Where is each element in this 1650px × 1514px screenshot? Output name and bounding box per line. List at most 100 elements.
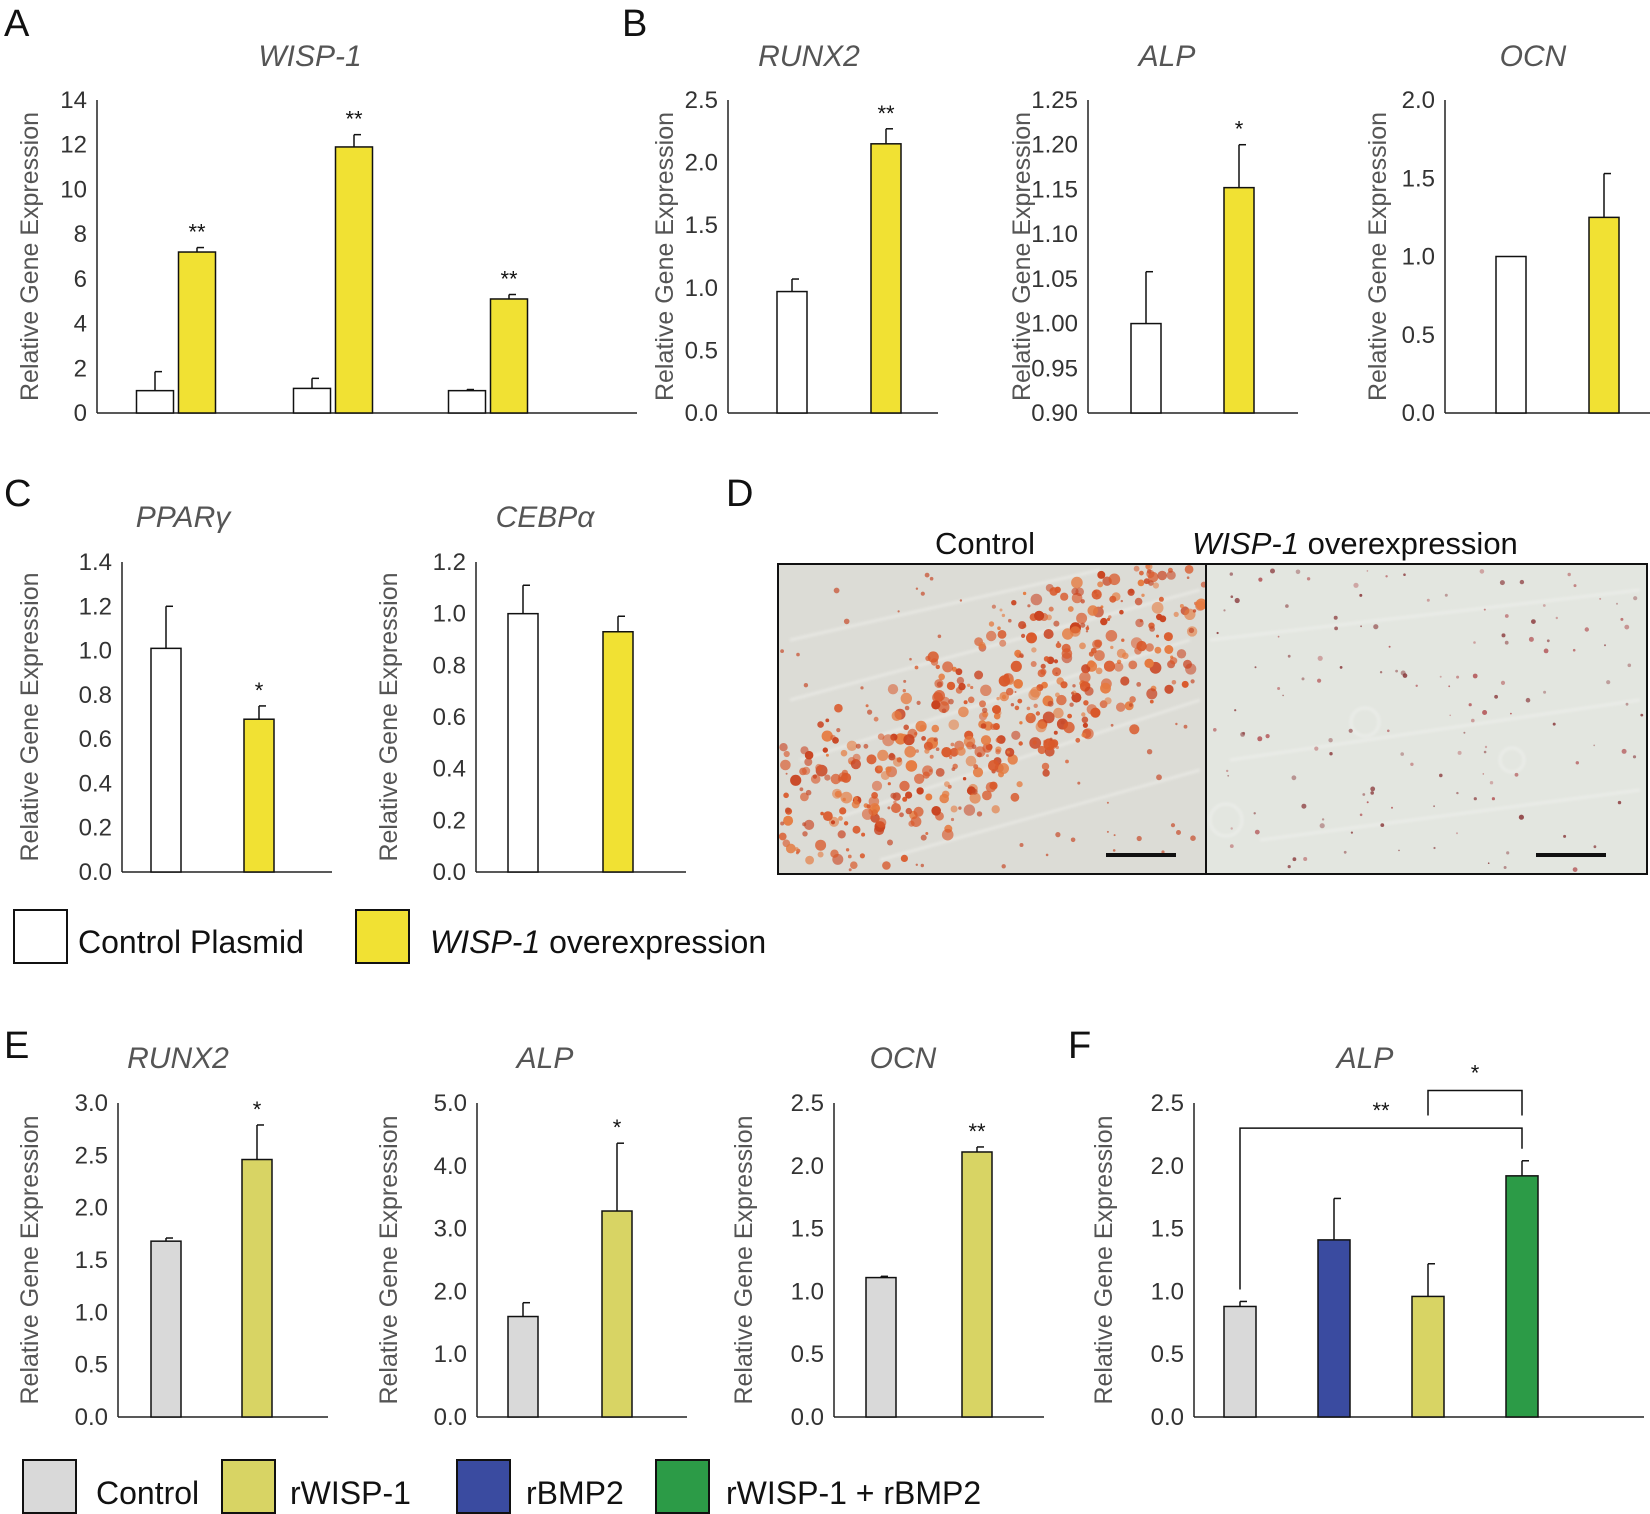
chart-a-ytick-label: 14 <box>60 87 87 114</box>
chart-e2-ytick-label: 1.0 <box>434 1341 467 1368</box>
chart-b2-ytick-label: 1.10 <box>1031 221 1078 248</box>
micrograph-control <box>778 563 1208 874</box>
panel-letter-c: C <box>4 473 31 515</box>
chart-b1-ytick-label: 0.0 <box>685 400 718 427</box>
micrograph-wisp1 <box>1206 564 1647 874</box>
chart-c2-ytick-label: 1.0 <box>433 601 466 628</box>
chart-c1-ytick-label: 0.4 <box>79 770 112 797</box>
chart-f-bar <box>1223 1305 1257 1418</box>
chart-e2-bar <box>507 1315 539 1418</box>
chart-b2-ylabel: Relative Gene Expression <box>1008 112 1036 401</box>
legend-label-rwisp1: rWISP-1 <box>290 1475 411 1511</box>
chart-b3-bar <box>1588 216 1620 414</box>
chart-e2-ylabel: Relative Gene Expression <box>375 1115 403 1404</box>
chart-b3-ytick-label: 1.0 <box>1402 244 1435 271</box>
chart-e2-ytick-label: 0.0 <box>434 1404 467 1431</box>
chart-b2-ytick-label: 1.05 <box>1031 266 1078 293</box>
chart-a-ytick-label: 8 <box>74 221 87 248</box>
chart-e1-title: RUNX2 <box>127 1042 229 1075</box>
chart-f-ylabel: Relative Gene Expression <box>1090 1115 1118 1404</box>
chart-e1-ylabel: Relative Gene Expression <box>16 1115 44 1404</box>
legend-label-control-plasmid: Control Plasmid <box>78 924 304 960</box>
chart-c2-bar <box>602 631 634 873</box>
chart-a-bar <box>334 146 374 414</box>
chart-f-bracket-label: * <box>1471 1060 1480 1085</box>
chart-b3-ytick-label: 2.0 <box>1402 87 1435 114</box>
chart-f-bar <box>1317 1239 1351 1418</box>
legend-swatch-rwisp1-rbmp2 <box>655 1459 710 1514</box>
chart-e3-ylabel: Relative Gene Expression <box>730 1115 758 1404</box>
chart-b2-ytick-label: 1.15 <box>1031 176 1078 203</box>
panel-letter-f: F <box>1068 1025 1091 1067</box>
photo-label-overexpression: overexpression <box>1299 526 1518 561</box>
chart-b1-significance: ** <box>877 101 895 126</box>
chart-c2-ytick-label: 0.0 <box>433 859 466 886</box>
chart-a-ytick-label: 4 <box>74 311 87 338</box>
chart-a-ytick-label: 6 <box>74 266 87 293</box>
chart-e1-bar <box>241 1158 273 1418</box>
chart-c1-ytick-label: 0.0 <box>79 859 112 886</box>
chart-a-wisp1: WISP-1 Relative Gene Expression 0 2 4 6 8 10 12 1… <box>16 40 637 427</box>
chart-e3-bar <box>961 1151 993 1418</box>
chart-c1-ytick-label: 1.2 <box>79 593 112 620</box>
chart-e1-ytick-label: 0.5 <box>75 1352 108 1379</box>
chart-f-bar <box>1411 1295 1445 1418</box>
panel-letter-a: A <box>4 3 30 45</box>
chart-f-significance-bracket <box>1239 1127 1523 1290</box>
chart-c2-ytick-label: 0.2 <box>433 807 466 834</box>
chart-b1-ytick-label: 1.5 <box>685 212 718 239</box>
chart-f-bracket-label: ** <box>1372 1098 1390 1123</box>
chart-e3-ytick-label: 2.5 <box>791 1090 824 1117</box>
chart-c2-ytick-label: 0.8 <box>433 652 466 679</box>
chart-e-ocn: OCN Relative Gene Expression 0.0 0.5 1.0 1.5 2… <box>730 1042 1044 1431</box>
chart-f-ytick-label: 0.5 <box>1151 1341 1184 1368</box>
chart-b2-significance: * <box>1235 117 1244 142</box>
photo-label-wisp1-italic: WISP-1 <box>1192 526 1299 561</box>
chart-c2-ylabel: Relative Gene Expression <box>375 572 403 861</box>
chart-e2-ytick-label: 3.0 <box>434 1216 467 1243</box>
chart-a-significance: ** <box>345 107 363 132</box>
chart-e3-ytick-label: 0.5 <box>791 1341 824 1368</box>
chart-a-ylabel: Relative Gene Expression <box>16 112 44 401</box>
chart-a-bar <box>292 387 332 414</box>
chart-a-significance: ** <box>188 220 206 245</box>
chart-b2-ytick-label: 0.95 <box>1031 355 1078 382</box>
chart-e3-ytick-label: 1.5 <box>791 1216 824 1243</box>
chart-c2-ytick-label: 1.2 <box>433 549 466 576</box>
legend-swatch-control <box>22 1459 77 1514</box>
chart-b3-ylabel: Relative Gene Expression <box>1364 112 1392 401</box>
chart-a-ytick-label: 0 <box>74 400 87 427</box>
chart-c1-ytick-label: 0.2 <box>79 815 112 842</box>
chart-e1-ytick-label: 1.5 <box>75 1247 108 1274</box>
chart-c1-significance: * <box>255 678 264 703</box>
chart-b1-ytick-label: 2.0 <box>685 150 718 177</box>
chart-e2-bar <box>601 1210 633 1418</box>
chart-b3-title: OCN <box>1500 40 1567 73</box>
chart-b2-bar <box>1223 186 1255 414</box>
chart-c1-ylabel: Relative Gene Expression <box>16 572 44 861</box>
chart-c1-ytick-label: 0.6 <box>79 726 112 753</box>
legend-overexpression: Control Plasmid WISP-1 overexpression <box>13 909 766 964</box>
chart-e3-bar <box>865 1276 897 1418</box>
chart-b1-bar <box>776 290 808 414</box>
chart-a-bar <box>489 298 529 414</box>
chart-c1-ytick-label: 1.4 <box>79 549 112 576</box>
chart-f-alp: ALP Relative Gene Expression 0.0 0.5 1.0 1.5 2… <box>1090 1042 1644 1431</box>
chart-c1-title: PPARγ <box>136 501 232 534</box>
chart-c1-ytick-label: 0.8 <box>79 682 112 709</box>
chart-a-bar <box>177 251 217 414</box>
chart-b1-title: RUNX2 <box>758 40 860 73</box>
chart-b3-bar <box>1495 255 1527 414</box>
chart-b3-ytick-label: 0.0 <box>1402 400 1435 427</box>
legend-swatch-wisp1-overexpression <box>355 909 410 964</box>
chart-f-ytick-label: 2.0 <box>1151 1153 1184 1180</box>
chart-b2-ytick-label: 1.25 <box>1031 87 1078 114</box>
chart-a-significance: ** <box>500 267 518 292</box>
chart-e1-ytick-label: 0.0 <box>75 1404 108 1431</box>
chart-a-ytick-label: 12 <box>60 132 87 159</box>
chart-e-alp: ALP Relative Gene Expression 0.0 1.0 2.0 3.0 4… <box>375 1042 687 1431</box>
chart-e2-ytick-label: 4.0 <box>434 1153 467 1180</box>
chart-e1-bar <box>150 1240 182 1418</box>
